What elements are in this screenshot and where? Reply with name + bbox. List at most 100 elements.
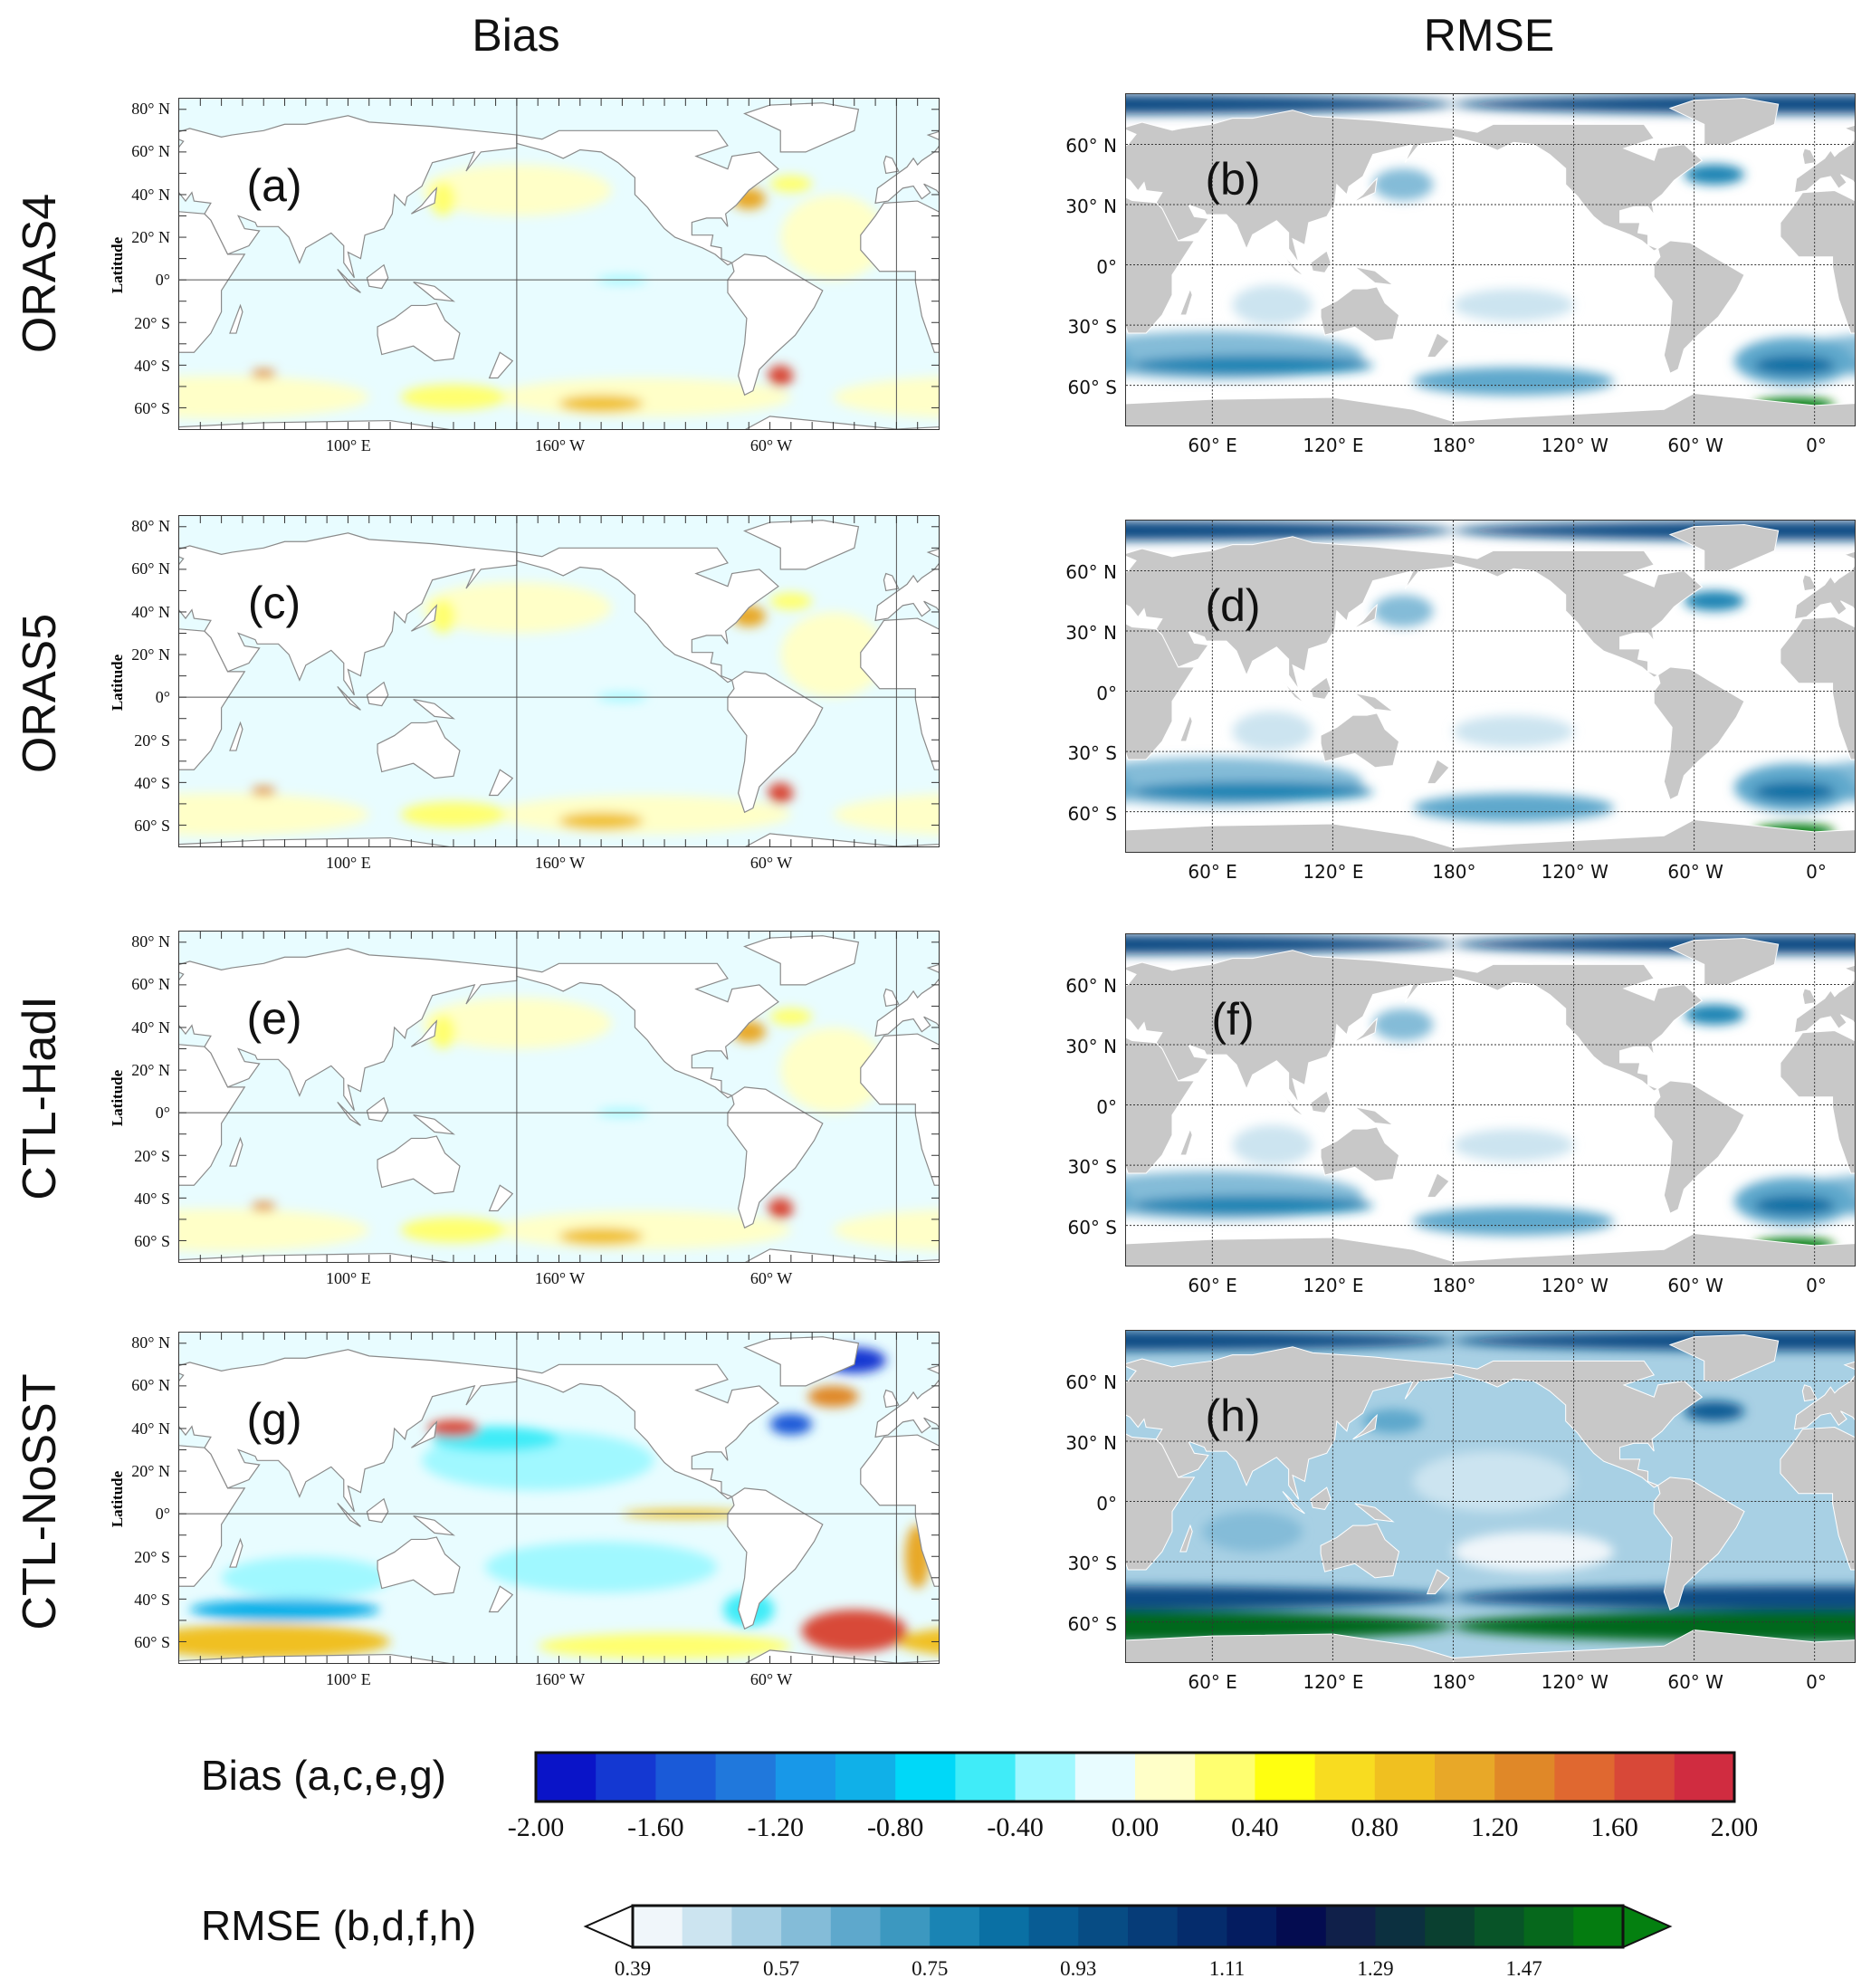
lon-tick-label: 0°: [1806, 435, 1827, 456]
land: [1126, 937, 1855, 1266]
landmass: [1453, 818, 1855, 852]
landmass: [1354, 693, 1395, 712]
lon-tick-label: 100° E: [326, 854, 371, 872]
colorbar-tick-label: -0.40: [987, 1812, 1044, 1842]
land: [1126, 523, 1855, 852]
y-axis-label: Latitude: [109, 236, 126, 293]
colorbar-bin: [1494, 1753, 1555, 1802]
landmass: [516, 962, 779, 1099]
colorbar-bin: [955, 1753, 1017, 1802]
landmass: [1126, 1346, 1455, 1500]
lat-tick-label: 40° N: [131, 1018, 170, 1037]
lon-tick-label: 180°: [1432, 435, 1476, 456]
landmass: [337, 685, 361, 711]
row-label-ctl-nosst: CTL-NoSST: [14, 1373, 66, 1630]
field-patch: [1413, 1207, 1614, 1236]
field-patch: [400, 384, 507, 410]
lat-tick-label: 0°: [1096, 1095, 1117, 1118]
field-patch: [1453, 1585, 1855, 1610]
landmass: [411, 1420, 438, 1448]
field-patch: [780, 1027, 886, 1113]
landmass: [1126, 623, 1196, 760]
lat-tick-label: 30° N: [1065, 195, 1117, 217]
landmass: [1453, 550, 1704, 678]
lat-tick-label: 20° S: [134, 1547, 170, 1566]
lat-tick-label: 20° N: [131, 1060, 170, 1079]
landmass: [1793, 124, 1855, 194]
landmass: [1453, 963, 1704, 1092]
landmass: [1426, 1569, 1450, 1595]
landmass: [1453, 1360, 1704, 1488]
landmass: [1320, 712, 1400, 769]
landmass: [1793, 1361, 1855, 1430]
y-axis-label: Latitude: [109, 654, 126, 711]
landmass: [1426, 759, 1450, 785]
colorbar-tick-label: 1.20: [1470, 1812, 1519, 1842]
landmass: [337, 1101, 361, 1126]
field-patch: [179, 793, 369, 836]
field-patch: [428, 1419, 479, 1438]
lat-tick-label: 30° N: [1065, 1035, 1117, 1057]
colorbar-bin: [1276, 1906, 1327, 1947]
lat-tick-label: 40° N: [131, 602, 170, 621]
lat-tick-label: 0°: [155, 271, 170, 290]
lat-tick-label: 0°: [155, 1104, 170, 1123]
field-shading: [179, 582, 939, 836]
field-patch: [807, 1385, 859, 1408]
column-title-bias: Bias: [472, 10, 560, 61]
field-patch: [251, 1202, 277, 1211]
lat-tick-label: 60° N: [131, 142, 170, 161]
field-patch: [1754, 355, 1835, 376]
lat-tick-label: 60° S: [1067, 377, 1117, 399]
landmass: [745, 833, 939, 846]
field-patch: [179, 376, 369, 419]
colorbar-tick-label: 0.57: [762, 1957, 800, 1980]
field-patch: [833, 794, 939, 836]
landmass: [1310, 1486, 1332, 1510]
colorbar-bin: [1554, 1753, 1616, 1802]
landmass: [1310, 1090, 1332, 1113]
panel-label: (a): [246, 160, 302, 211]
lon-tick-label: 120° E: [1303, 861, 1364, 883]
landmass: [727, 1487, 824, 1630]
field-patch: [1232, 1124, 1313, 1166]
landmass: [1453, 1232, 1855, 1266]
colorbar-bin: [1425, 1906, 1475, 1947]
lon-tick-label: 160° W: [534, 436, 586, 454]
field-patch: [769, 1008, 813, 1026]
field-patch: [484, 1541, 718, 1593]
landmass: [179, 1044, 246, 1186]
lat-tick-label: 30° S: [1067, 316, 1117, 339]
lat-tick-label: 60° N: [1065, 974, 1117, 997]
row-label-oras4: ORAS4: [14, 193, 66, 354]
field-shading: [179, 998, 939, 1252]
colorbar-bin: [835, 1753, 896, 1802]
colorbar-tick-label: 0.75: [912, 1957, 949, 1980]
field-patch: [1372, 168, 1434, 201]
landmass: [411, 1019, 438, 1047]
landmass: [1320, 1523, 1400, 1579]
landmass: [1793, 550, 1855, 620]
lon-tick-label: 60° E: [1188, 1671, 1237, 1693]
landmass: [745, 1248, 939, 1262]
landmass: [516, 547, 779, 683]
colorbar-tick-label: 1.11: [1208, 1957, 1246, 1980]
landmass: [377, 1536, 461, 1596]
panel-label: (c): [247, 578, 301, 628]
lat-tick-label: 60° S: [134, 817, 170, 836]
landmass: [1426, 332, 1450, 358]
landmass: [179, 1349, 518, 1513]
landmass: [743, 1336, 860, 1387]
landmass: [1179, 1127, 1193, 1156]
map-panel-b: 60° N 30° N 0° 30° S 60° S 60° E 120° E 180° 120…: [1065, 93, 1856, 456]
landmass: [229, 721, 243, 751]
lat-tick-label: 20° N: [131, 227, 170, 246]
colorbar-tick-label: 0.39: [614, 1957, 652, 1980]
lat-tick-label: 40° S: [134, 1189, 170, 1208]
field-patch: [1453, 715, 1574, 748]
land: [179, 1336, 939, 1663]
land: [1126, 1333, 1855, 1662]
field-patch: [1413, 1451, 1574, 1512]
landmass: [1453, 392, 1855, 425]
landmass: [727, 671, 824, 814]
